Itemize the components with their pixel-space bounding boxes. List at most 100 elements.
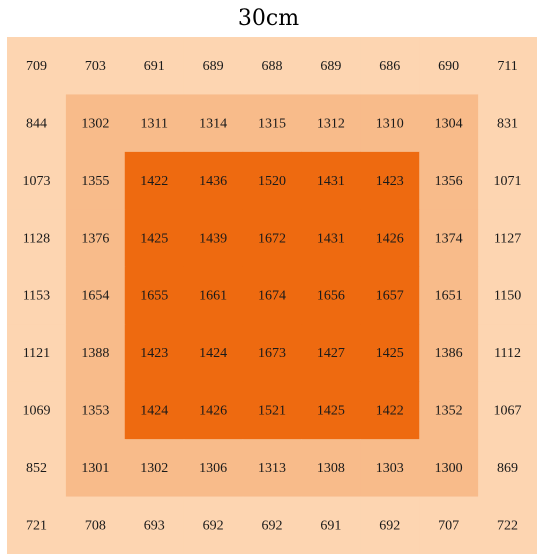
heatmap-cell — [65, 324, 126, 383]
heatmap-cell — [7, 496, 67, 554]
heatmap-cell — [7, 439, 67, 498]
cell-value: 1427 — [317, 346, 345, 361]
cell-value: 1661 — [199, 289, 227, 304]
cell-value: 1315 — [258, 116, 286, 131]
cell-value: 1352 — [435, 404, 463, 419]
cell-value: 1672 — [258, 231, 286, 246]
heatmap-cell — [7, 94, 67, 153]
cell-value: 869 — [497, 461, 518, 476]
cell-value: 1425 — [317, 404, 345, 419]
cell-value: 1314 — [199, 116, 227, 131]
cell-value: 1423 — [376, 174, 404, 189]
cell-value: 1424 — [199, 346, 227, 361]
cell-value: 1356 — [435, 174, 463, 189]
cell-value: 1313 — [258, 461, 286, 476]
heatmap-cell — [65, 94, 126, 153]
heatmap-cell — [242, 324, 303, 383]
cell-value: 1422 — [376, 404, 404, 419]
cell-value: 1388 — [81, 346, 109, 361]
heatmap-cell — [419, 209, 479, 268]
cell-value: 1654 — [81, 289, 109, 304]
heatmap-cell — [124, 439, 185, 498]
cell-value: 1651 — [435, 289, 463, 304]
heatmap-cell — [242, 496, 303, 554]
cell-value: 1300 — [435, 461, 463, 476]
heatmap-cell — [7, 324, 67, 383]
cell-value: 722 — [497, 518, 518, 533]
heatmap-cell — [124, 324, 185, 383]
heatmap-cell — [360, 209, 420, 268]
cell-value: 692 — [203, 518, 224, 533]
cell-value: 1303 — [376, 461, 404, 476]
cell-value: 1312 — [317, 116, 345, 131]
heatmap-cell — [478, 496, 537, 554]
cell-backgrounds — [7, 37, 537, 554]
cell-value: 1425 — [376, 346, 404, 361]
heatmap-cell — [360, 266, 420, 325]
heatmap-cell — [242, 151, 303, 210]
cell-value: 1436 — [199, 174, 227, 189]
heatmap-cell — [183, 209, 244, 268]
heatmap-cell — [478, 37, 537, 96]
heatmap-cell — [124, 381, 185, 440]
heatmap-cell — [360, 439, 420, 498]
cell-value: 1301 — [81, 461, 109, 476]
cell-value: 1426 — [376, 231, 404, 246]
heatmap-cell — [65, 151, 126, 210]
cell-value: 1423 — [140, 346, 168, 361]
cell-value: 1304 — [435, 116, 463, 131]
heatmap-cell — [478, 439, 537, 498]
heatmap-cell — [65, 439, 126, 498]
heatmap-cell — [419, 324, 479, 383]
heatmap-cell — [301, 37, 361, 96]
heatmap-cell — [301, 94, 361, 153]
heatmap-cell — [65, 381, 126, 440]
cell-value: 691 — [144, 59, 165, 74]
heatmap-cell — [419, 94, 479, 153]
cell-value: 1386 — [435, 346, 463, 361]
cell-value: 1067 — [494, 404, 522, 419]
cell-value: 1127 — [494, 231, 521, 246]
cell-value: 1302 — [140, 461, 168, 476]
cell-value: 1424 — [140, 404, 168, 419]
heatmap-cell — [419, 37, 479, 96]
heatmap-cell — [301, 151, 361, 210]
cell-value: 1674 — [258, 289, 286, 304]
heatmap-cell — [419, 151, 479, 210]
heatmap-cell — [242, 266, 303, 325]
cell-value: 1431 — [317, 231, 345, 246]
heatmap-cell — [242, 37, 303, 96]
cell-value: 1520 — [258, 174, 286, 189]
heatmap-cell — [242, 439, 303, 498]
heatmap-cell — [183, 94, 244, 153]
heatmap-cell — [242, 209, 303, 268]
heatmap-cell — [360, 324, 420, 383]
heatmap-cell — [419, 496, 479, 554]
heatmap-cell — [419, 381, 479, 440]
heatmap-cell — [7, 209, 67, 268]
cell-value: 1310 — [376, 116, 404, 131]
heatmap-cell — [183, 324, 244, 383]
cell-value: 1308 — [317, 461, 345, 476]
cell-value: 688 — [262, 59, 283, 74]
cell-value: 1439 — [199, 231, 227, 246]
heatmap-cell — [301, 324, 361, 383]
cell-value: 1153 — [23, 289, 50, 304]
heatmap-cell — [7, 266, 67, 325]
heatmap-cell — [301, 209, 361, 268]
cell-value: 852 — [26, 461, 47, 476]
cell-value: 1673 — [258, 346, 286, 361]
heatmap-cell — [478, 266, 537, 325]
heatmap-cell — [360, 381, 420, 440]
cell-value: 1426 — [199, 404, 227, 419]
cell-value: 1374 — [435, 231, 463, 246]
heatmap-cell — [124, 94, 185, 153]
heatmap-cell — [124, 496, 185, 554]
cell-value: 1311 — [140, 116, 167, 131]
cell-value: 1306 — [199, 461, 227, 476]
heatmap-cell — [183, 381, 244, 440]
heatmap-cell — [7, 381, 67, 440]
chart-title: 30cm — [237, 6, 300, 31]
cell-value: 689 — [320, 59, 341, 74]
